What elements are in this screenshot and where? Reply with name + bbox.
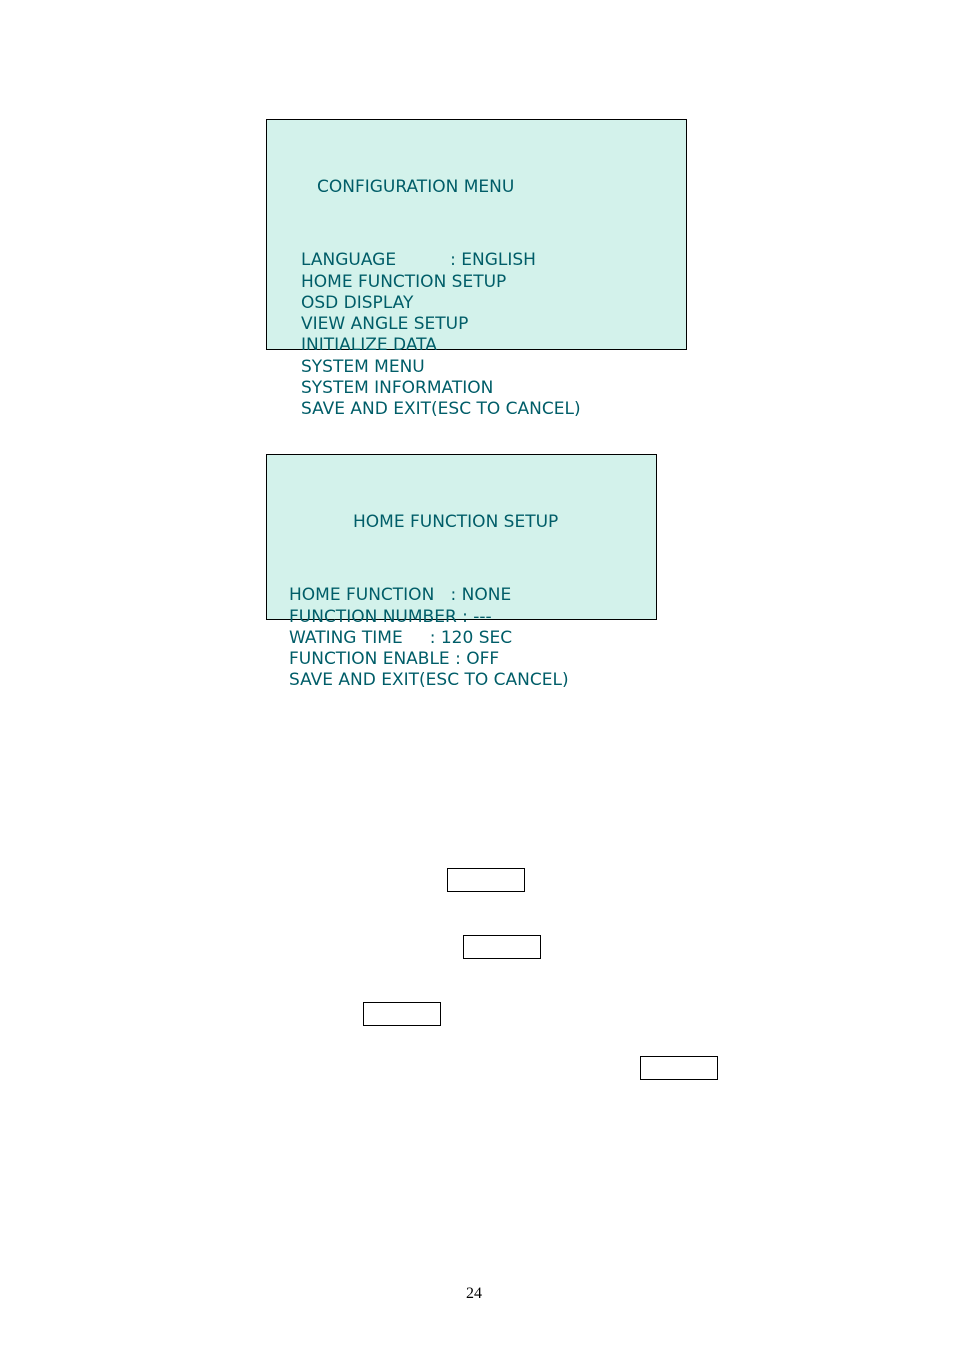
blank-box <box>363 1002 441 1026</box>
blank-box <box>463 935 541 959</box>
page: CONFIGURATION MENU LANGUAGE : ENGLISH HO… <box>0 0 954 1351</box>
blank-box <box>640 1056 718 1080</box>
configuration-menu-panel: CONFIGURATION MENU LANGUAGE : ENGLISH HO… <box>266 119 687 350</box>
page-number: 24 <box>466 1285 482 1303</box>
configuration-menu-body: LANGUAGE : ENGLISH HOME FUNCTION SETUP O… <box>301 250 686 420</box>
blank-box <box>447 868 525 892</box>
home-function-setup-panel: HOME FUNCTION SETUP HOME FUNCTION : NONE… <box>266 454 657 620</box>
home-function-setup-body: HOME FUNCTION : NONE FUNCTION NUMBER : -… <box>289 585 656 691</box>
configuration-menu-title: CONFIGURATION MENU <box>301 177 686 198</box>
home-function-setup-title: HOME FUNCTION SETUP <box>289 512 656 533</box>
